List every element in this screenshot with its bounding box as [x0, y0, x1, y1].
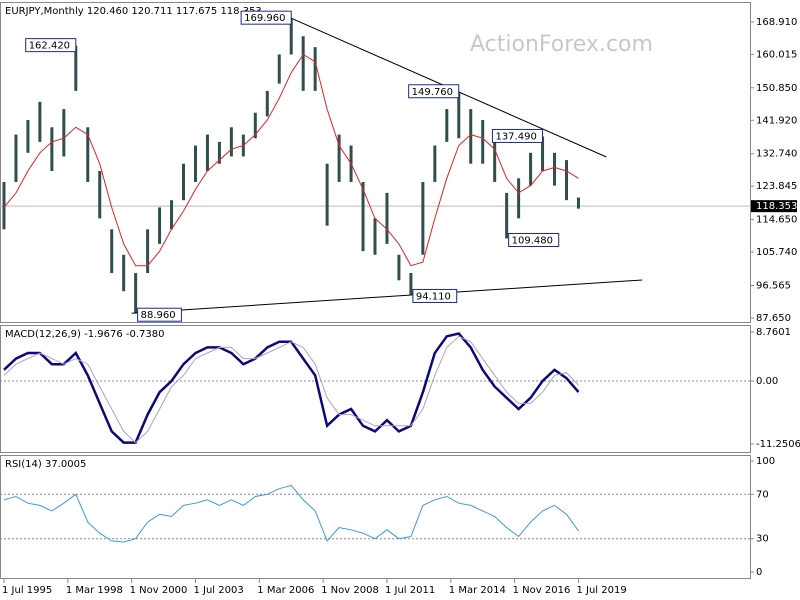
- x-tick-label: 1 Mar 2006: [257, 585, 314, 596]
- y-tick-label: 70: [756, 489, 769, 500]
- last-price-box: [751, 200, 797, 213]
- price-panel: [0, 2, 751, 323]
- annotation-box: [508, 232, 560, 247]
- x-tick-label: 1 Jul 2011: [385, 585, 435, 596]
- y-tick-label: 0.00: [756, 376, 778, 387]
- series-line: [3, 335, 579, 444]
- annotation-label: 149.760: [412, 87, 453, 98]
- y-tick-label: 30: [756, 534, 769, 545]
- watermark: ActionForex.com: [470, 32, 653, 57]
- y-tick-label: 87.650: [756, 313, 791, 324]
- annotation-label: 162.420: [29, 41, 70, 52]
- series-line: [3, 484, 579, 543]
- x-tick-label: 1 Nov 2000: [130, 585, 188, 596]
- annotation-label: 109.480: [512, 235, 553, 246]
- y-tick-label: 132.740: [756, 149, 797, 160]
- rsi-panel: [0, 455, 751, 579]
- series-line: [3, 53, 579, 267]
- y-tick-label: -11.2506: [756, 439, 800, 450]
- x-tick-label: 1 Nov 2008: [321, 585, 379, 596]
- price-title: EURJPY,Monthly 120.460 120.711 117.675 1…: [5, 6, 262, 17]
- y-tick-label: 160.015: [756, 49, 797, 60]
- x-tick-label: 1 Jul 1995: [2, 585, 52, 596]
- rsi-title: RSI(14) 37.0005: [5, 459, 86, 470]
- annotation-box: [25, 38, 77, 53]
- macd-panel: [0, 325, 751, 453]
- y-tick-label: 8.7601: [756, 327, 791, 338]
- last-price-label: 118.353: [756, 201, 797, 212]
- x-tick-label: 1 Mar 1998: [66, 585, 123, 596]
- y-tick-label: 96.565: [756, 281, 791, 292]
- x-tick-label: 1 Jul 2003: [193, 585, 243, 596]
- annotation-label: 169.960: [244, 13, 285, 24]
- annotation-label: 137.490: [495, 131, 536, 142]
- annotation-box: [137, 307, 182, 322]
- y-tick-label: 123.845: [756, 181, 797, 192]
- macd-title: MACD(12,26,9) -1.9676 -0.7380: [5, 329, 165, 340]
- x-tick-label: 1 Mar 2014: [449, 585, 506, 596]
- y-tick-label: 114.650: [756, 215, 797, 226]
- annotation-box: [491, 128, 544, 143]
- y-tick-label: 150.850: [756, 83, 797, 94]
- annotation-label: 94.110: [416, 291, 451, 302]
- y-tick-label: 168.910: [756, 17, 797, 28]
- y-tick-label: 0: [756, 567, 762, 578]
- y-tick-label: 141.920: [756, 115, 797, 126]
- trendline: [131, 279, 643, 314]
- annotation-box: [408, 84, 460, 99]
- y-tick-label: 105.740: [756, 247, 797, 258]
- annotation-label: 88.960: [141, 310, 176, 321]
- y-tick-label: 100: [756, 456, 775, 467]
- annotation-box: [412, 288, 458, 303]
- x-tick-label: 1 Nov 2016: [513, 585, 571, 596]
- frame: [0, 2, 751, 579]
- x-tick-label: 1 Jul 2019: [576, 585, 626, 596]
- annotation-box: [240, 10, 292, 25]
